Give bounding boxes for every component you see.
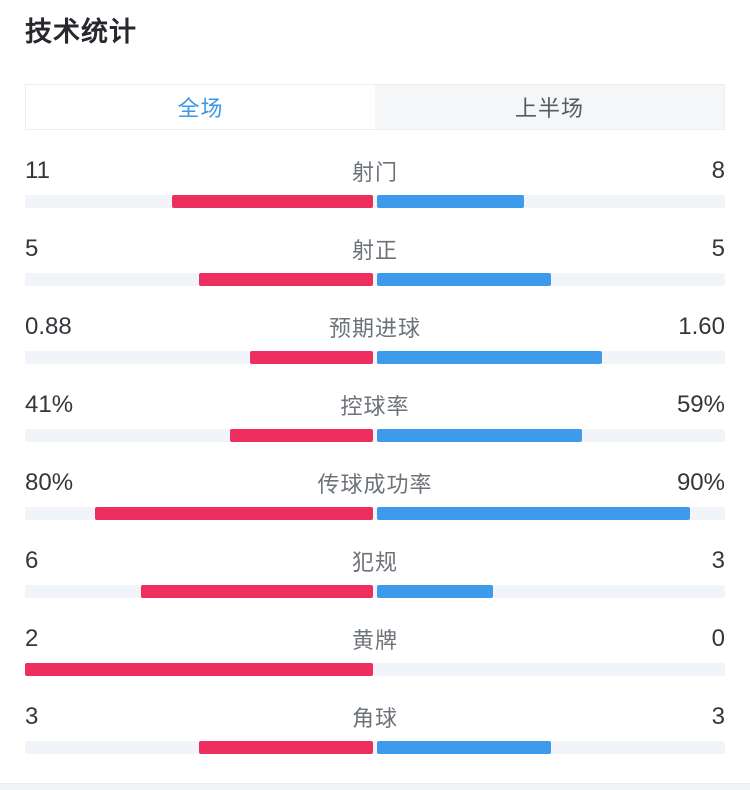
- stat-row: 11 射门 8: [25, 130, 725, 208]
- away-bar: [377, 741, 551, 754]
- tab-first-half[interactable]: 上半场: [514, 96, 584, 121]
- away-bar: [377, 351, 602, 364]
- away-value: 1.60: [678, 313, 725, 340]
- home-bar: [199, 741, 373, 754]
- home-value: 5: [25, 235, 39, 262]
- stat-bar-track: [25, 585, 725, 598]
- home-bar: [25, 663, 373, 676]
- stat-bar-track: [25, 507, 725, 520]
- away-value: 3: [711, 547, 725, 574]
- stat-line: 41% 控球率 59%: [25, 391, 725, 419]
- tab-full-match[interactable]: 全场: [26, 85, 375, 129]
- away-bar: [377, 507, 691, 520]
- stat-label: 控球率: [340, 394, 410, 419]
- away-bar: [377, 429, 583, 442]
- stat-bar-track: [25, 429, 725, 442]
- stat-row: 80% 传球成功率 90%: [25, 442, 725, 520]
- stat-bar-track: [25, 195, 725, 208]
- stat-row: 5 射正 5: [25, 208, 725, 286]
- stat-label: 射正: [351, 238, 398, 263]
- stat-line: 80% 传球成功率 90%: [25, 469, 725, 497]
- stat-line: 2 黄牌 0: [25, 625, 725, 653]
- stat-line: 6 犯规 3: [25, 547, 725, 575]
- away-value: 8: [711, 157, 725, 184]
- away-bar: [377, 273, 551, 286]
- away-value: 5: [711, 235, 725, 262]
- home-value: 41%: [25, 391, 74, 418]
- home-bar: [141, 585, 373, 598]
- away-value: 90%: [676, 469, 725, 496]
- home-value: 3: [25, 703, 39, 730]
- header: 技术统计: [0, 0, 750, 48]
- stat-bar-track: [25, 663, 725, 676]
- stat-line: 11 射门 8: [25, 157, 725, 185]
- away-value: 59%: [676, 391, 725, 418]
- away-value: 0: [711, 625, 725, 652]
- stat-label: 传球成功率: [317, 472, 433, 497]
- stat-row: 41% 控球率 59%: [25, 364, 725, 442]
- home-value: 0.88: [25, 313, 72, 340]
- stats-list: 11 射门 8 5 射正 5 0.88 预期进球 1.60 41% 控球率 59% 80% 传球成功率 90…: [0, 130, 750, 754]
- home-value: 2: [25, 625, 39, 652]
- stat-label: 犯规: [351, 550, 398, 575]
- stat-line: 0.88 预期进球 1.60: [25, 313, 725, 341]
- stat-line: 3 角球 3: [25, 703, 725, 731]
- page-title: 技术统计: [25, 17, 137, 47]
- stat-bar-track: [25, 741, 725, 754]
- away-bar: [377, 585, 493, 598]
- home-bar: [199, 273, 373, 286]
- stat-row: 2 黄牌 0: [25, 598, 725, 676]
- home-bar: [230, 429, 373, 442]
- stat-row: 6 犯规 3: [25, 520, 725, 598]
- stat-bar-track: [25, 273, 725, 286]
- home-bar: [171, 195, 373, 208]
- stat-row: 0.88 预期进球 1.60: [25, 286, 725, 364]
- home-bar: [249, 351, 373, 364]
- stat-label: 射门: [351, 160, 398, 185]
- bottom-section-divider: [0, 783, 750, 790]
- home-bar: [94, 507, 373, 520]
- stat-bar-track: [25, 351, 725, 364]
- stat-label: 预期进球: [328, 316, 421, 341]
- stat-label: 黄牌: [351, 628, 398, 653]
- period-tab-bar: 全场 上半场: [25, 84, 725, 130]
- away-value: 3: [711, 703, 725, 730]
- stat-row: 3 角球 3: [25, 676, 725, 754]
- stat-line: 5 射正 5: [25, 235, 725, 263]
- home-value: 6: [25, 547, 39, 574]
- stat-label: 角球: [351, 706, 398, 731]
- home-value: 11: [25, 157, 50, 184]
- away-bar: [377, 195, 524, 208]
- home-value: 80%: [25, 469, 74, 496]
